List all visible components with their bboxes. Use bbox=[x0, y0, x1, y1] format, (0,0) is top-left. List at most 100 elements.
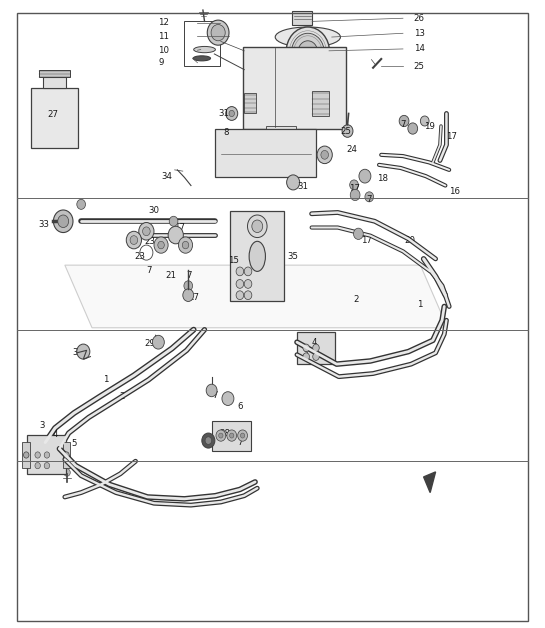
Circle shape bbox=[207, 20, 229, 45]
Circle shape bbox=[64, 452, 69, 458]
Circle shape bbox=[158, 241, 165, 249]
Circle shape bbox=[303, 344, 310, 352]
Circle shape bbox=[183, 289, 193, 301]
Circle shape bbox=[77, 199, 86, 209]
Circle shape bbox=[317, 146, 332, 164]
Circle shape bbox=[169, 216, 178, 226]
Circle shape bbox=[408, 123, 417, 134]
Circle shape bbox=[236, 267, 244, 276]
Circle shape bbox=[354, 228, 364, 239]
Bar bbox=[63, 443, 70, 467]
Bar bbox=[297, 332, 335, 364]
Circle shape bbox=[298, 41, 318, 63]
Circle shape bbox=[399, 116, 409, 127]
Circle shape bbox=[184, 281, 192, 291]
Text: 7: 7 bbox=[237, 438, 243, 447]
Text: 7: 7 bbox=[213, 391, 218, 400]
Circle shape bbox=[202, 433, 215, 448]
Circle shape bbox=[236, 291, 244, 300]
Circle shape bbox=[244, 267, 252, 276]
Bar bbox=[230, 210, 284, 301]
Circle shape bbox=[321, 151, 329, 160]
Circle shape bbox=[216, 430, 226, 441]
Text: 21: 21 bbox=[165, 271, 176, 279]
Circle shape bbox=[53, 210, 73, 232]
Text: 24: 24 bbox=[347, 145, 358, 154]
Text: 31: 31 bbox=[297, 182, 308, 192]
Polygon shape bbox=[423, 472, 435, 492]
Text: 6: 6 bbox=[237, 403, 243, 411]
Text: 29: 29 bbox=[145, 339, 156, 348]
Text: 5: 5 bbox=[71, 438, 77, 448]
Text: 14: 14 bbox=[414, 45, 425, 53]
Text: 26: 26 bbox=[414, 14, 425, 23]
Text: 9: 9 bbox=[159, 58, 164, 67]
Text: 30: 30 bbox=[149, 206, 160, 215]
Text: 28: 28 bbox=[219, 428, 230, 438]
Text: 4: 4 bbox=[312, 338, 317, 347]
Circle shape bbox=[139, 222, 154, 240]
Bar bbox=[266, 126, 296, 142]
Circle shape bbox=[219, 433, 223, 438]
Bar bbox=[39, 70, 70, 77]
Bar bbox=[244, 94, 256, 114]
Bar bbox=[27, 435, 66, 474]
Circle shape bbox=[359, 170, 371, 183]
Circle shape bbox=[229, 433, 234, 438]
Text: 34: 34 bbox=[161, 171, 172, 181]
Ellipse shape bbox=[249, 241, 265, 271]
Circle shape bbox=[420, 116, 429, 126]
Bar bbox=[31, 89, 78, 148]
Circle shape bbox=[44, 462, 50, 468]
Text: 22: 22 bbox=[176, 236, 187, 245]
Bar bbox=[22, 443, 30, 467]
Circle shape bbox=[294, 31, 304, 43]
Text: 7: 7 bbox=[400, 121, 405, 129]
Polygon shape bbox=[65, 265, 447, 328]
Circle shape bbox=[35, 462, 40, 468]
Text: 4: 4 bbox=[52, 430, 58, 439]
Circle shape bbox=[154, 237, 168, 253]
Bar bbox=[43, 77, 66, 89]
Bar bbox=[215, 129, 316, 177]
Circle shape bbox=[313, 344, 319, 352]
Circle shape bbox=[244, 279, 252, 288]
Text: 18: 18 bbox=[377, 174, 388, 183]
Text: 17: 17 bbox=[349, 184, 360, 193]
Text: 8: 8 bbox=[223, 127, 229, 137]
Text: 23: 23 bbox=[134, 252, 145, 261]
Circle shape bbox=[168, 226, 183, 244]
Bar bbox=[292, 11, 312, 24]
Circle shape bbox=[153, 335, 165, 349]
Text: 20: 20 bbox=[404, 236, 415, 245]
Circle shape bbox=[178, 237, 192, 253]
Text: 3: 3 bbox=[302, 349, 308, 357]
Text: 32: 32 bbox=[72, 349, 83, 357]
Text: 2: 2 bbox=[119, 392, 125, 401]
Text: 31: 31 bbox=[218, 109, 229, 118]
Circle shape bbox=[64, 468, 70, 476]
Circle shape bbox=[222, 392, 234, 406]
Circle shape bbox=[244, 291, 252, 300]
Text: 10: 10 bbox=[159, 46, 169, 55]
Circle shape bbox=[130, 236, 138, 244]
Circle shape bbox=[58, 215, 69, 227]
Text: 11: 11 bbox=[159, 32, 169, 41]
Text: 1: 1 bbox=[103, 376, 108, 384]
Text: 13: 13 bbox=[414, 29, 425, 38]
Circle shape bbox=[292, 33, 324, 71]
Circle shape bbox=[205, 437, 211, 445]
Circle shape bbox=[23, 452, 29, 458]
Circle shape bbox=[252, 220, 263, 232]
Text: 7: 7 bbox=[186, 271, 192, 279]
Ellipse shape bbox=[275, 27, 341, 47]
Text: 7: 7 bbox=[147, 266, 152, 275]
Text: 16: 16 bbox=[449, 187, 460, 197]
Circle shape bbox=[206, 384, 217, 397]
Circle shape bbox=[313, 353, 319, 360]
Text: 17: 17 bbox=[188, 293, 199, 301]
Circle shape bbox=[227, 430, 237, 441]
Text: 3: 3 bbox=[40, 421, 45, 430]
Circle shape bbox=[350, 180, 359, 190]
Circle shape bbox=[303, 353, 310, 360]
